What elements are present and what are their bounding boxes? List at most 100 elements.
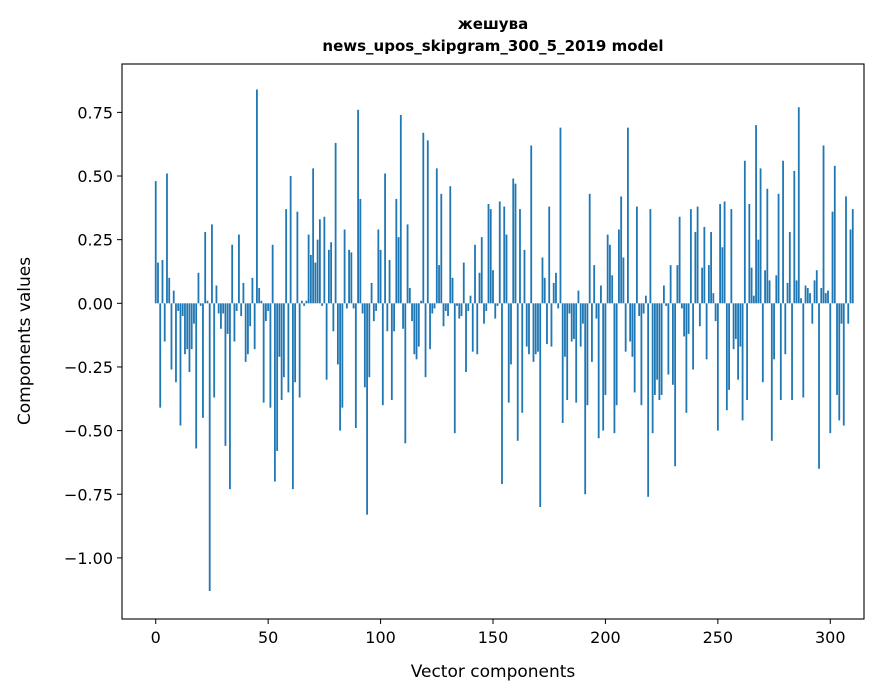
- bar-251: [719, 204, 721, 304]
- bar-88: [352, 303, 355, 309]
- bar-188: [577, 290, 580, 304]
- bar-117: [417, 303, 420, 347]
- bar-228: [667, 303, 670, 375]
- bar-167: [530, 145, 533, 304]
- bar-120: [424, 303, 427, 378]
- bar-230: [671, 303, 674, 385]
- bar-127: [440, 193, 443, 304]
- bar-7: [170, 303, 173, 370]
- bar-133: [453, 303, 456, 434]
- plot-frame: [121, 63, 865, 620]
- bar-166: [528, 303, 530, 355]
- bar-40: [244, 303, 247, 362]
- bar-244: [703, 226, 706, 304]
- bar-145: [480, 237, 483, 304]
- y-tick-label-2: 0.25: [77, 231, 113, 250]
- bar-180: [559, 127, 562, 304]
- bar-215: [638, 303, 641, 317]
- bar-200: [604, 303, 607, 395]
- bar-245: [705, 303, 708, 360]
- bar-159: [512, 178, 515, 304]
- bar-130: [447, 303, 449, 317]
- bar-101: [381, 303, 384, 406]
- x-tick-label-100: 100: [365, 628, 396, 647]
- bar-264: [748, 204, 751, 304]
- x-tick-label-250: 250: [703, 628, 734, 647]
- bar-286: [797, 107, 800, 304]
- bar-257: [732, 303, 735, 350]
- bar-212: [631, 303, 634, 357]
- bar-79: [332, 303, 335, 332]
- bar-132: [451, 277, 454, 304]
- y-tick-label-1: 0.50: [77, 167, 113, 186]
- bar-3: [161, 260, 164, 304]
- bar-184: [568, 303, 571, 314]
- bar-308: [847, 303, 850, 324]
- bar-258: [734, 303, 737, 339]
- bar-99: [377, 229, 380, 304]
- bar-22: [204, 232, 207, 304]
- bar-1: [157, 262, 159, 304]
- bar-233: [678, 216, 681, 304]
- bar-170: [537, 303, 539, 352]
- bar-89: [354, 303, 357, 429]
- bar-210: [627, 127, 629, 304]
- bar-36: [235, 303, 238, 311]
- bar-223: [656, 303, 659, 380]
- bar-201: [606, 234, 609, 304]
- bar-307: [845, 196, 847, 304]
- bar-39: [242, 282, 245, 304]
- bar-48: [262, 303, 265, 403]
- bar-306: [842, 303, 845, 426]
- bar-158: [510, 303, 512, 365]
- bar-75: [323, 216, 326, 304]
- bar-207: [620, 196, 623, 304]
- bar-229: [669, 265, 672, 304]
- bar-222: [653, 303, 656, 395]
- bar-293: [813, 280, 816, 304]
- bar-231: [674, 303, 677, 467]
- bar-85: [345, 303, 348, 309]
- bar-283: [791, 303, 793, 401]
- x-axis-label: Vector components: [411, 662, 576, 682]
- bar-83: [341, 303, 344, 408]
- bar-152: [496, 303, 499, 306]
- bar-160: [514, 183, 517, 304]
- bar-198: [600, 285, 602, 304]
- bar-28: [217, 303, 220, 314]
- bar-61: [291, 303, 294, 490]
- x-axis-ticks: 0 50 100 150 200 250 300: [151, 619, 846, 647]
- bar-140: [469, 295, 472, 304]
- bar-118: [420, 300, 422, 304]
- bar-144: [478, 272, 481, 304]
- bar-57: [282, 303, 285, 378]
- bar-204: [613, 303, 616, 434]
- bar-291: [809, 293, 811, 304]
- bar-252: [721, 247, 724, 304]
- bar-273: [768, 280, 771, 304]
- bar-196: [595, 303, 598, 319]
- bar-78: [330, 242, 333, 304]
- bar-224: [658, 303, 661, 401]
- bar-209: [624, 303, 627, 352]
- bar-134: [456, 303, 458, 306]
- bar-105: [390, 303, 393, 401]
- bar-282: [788, 232, 791, 304]
- bar-111: [404, 303, 407, 444]
- bar-193: [588, 193, 591, 304]
- bar-9: [175, 303, 177, 383]
- bar-177: [552, 282, 555, 304]
- bar-232: [676, 265, 679, 304]
- x-tick-label-50: 50: [258, 628, 278, 647]
- bar-163: [521, 303, 524, 413]
- bar-113: [408, 288, 411, 304]
- bar-155: [503, 206, 506, 304]
- bar-254: [725, 303, 728, 411]
- bar-175: [548, 206, 551, 304]
- bar-50: [267, 303, 270, 311]
- bar-108: [397, 237, 400, 304]
- chart-title-line1: жешува: [458, 15, 528, 33]
- bar-280: [784, 303, 787, 355]
- bar-208: [622, 257, 625, 304]
